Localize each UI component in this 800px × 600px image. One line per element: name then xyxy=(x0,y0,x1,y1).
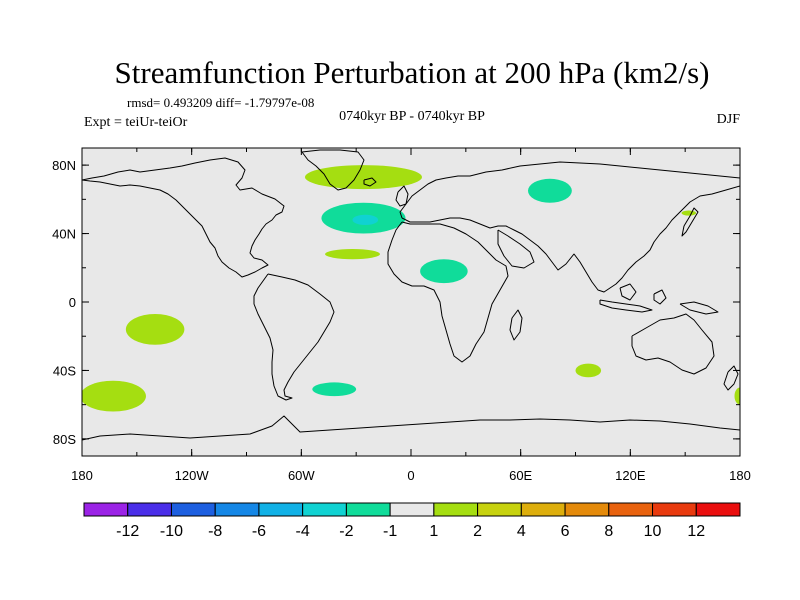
x-tick-label: 60W xyxy=(288,468,315,483)
x-tick-label: 60E xyxy=(509,468,532,483)
colorbar-label: 12 xyxy=(687,523,705,540)
anomaly-layer xyxy=(82,165,740,412)
subtitle-center: 0740kyr BP - 0740kyr BP xyxy=(339,109,485,124)
y-tick-label: 40S xyxy=(53,363,76,378)
x-tick-label: 120W xyxy=(175,468,210,483)
map-background xyxy=(82,148,740,456)
colorbar-label: -6 xyxy=(252,523,266,540)
x-tick-label: 180 xyxy=(729,468,751,483)
coast-indonesia xyxy=(599,283,667,313)
colorbar-label: -4 xyxy=(296,523,310,540)
anomaly-north-atlantic-greenland xyxy=(304,165,422,190)
colorbar-label: -8 xyxy=(208,523,222,540)
colorbar-label: -2 xyxy=(339,523,353,540)
y-axis: 80N 40N 0 40S 80S xyxy=(52,158,740,447)
x-tick-label: 120E xyxy=(615,468,646,483)
colorbar-label: 6 xyxy=(561,523,570,540)
colorbar-box xyxy=(389,502,435,517)
chart-title: Streamfunction Perturbation at 200 hPa (… xyxy=(115,55,710,90)
y-tick-label: 0 xyxy=(69,295,76,310)
coastlines xyxy=(82,149,740,441)
coast-uk xyxy=(395,185,409,207)
anomaly-subtropical-atlantic xyxy=(325,248,380,260)
coast-new-guinea xyxy=(679,301,719,315)
colorbar-label: 8 xyxy=(604,523,613,540)
subtitle-left: Expt = teiUr-teiOr xyxy=(84,115,188,130)
colorbar: -12 -10 -8 -6 -4 -2 -1 1 2 4 6 8 10 12 xyxy=(83,502,741,540)
colorbar-box xyxy=(520,502,566,517)
colorbar-box xyxy=(258,502,304,517)
colorbar-box xyxy=(652,502,697,517)
coast-madagascar xyxy=(509,309,523,341)
y-tick-label: 80N xyxy=(52,158,76,173)
anomaly-west-siberia xyxy=(527,178,572,203)
anomaly-north-atlantic-core xyxy=(352,214,379,225)
colorbar-box xyxy=(564,502,610,517)
anomaly-south-pacific-east-edge xyxy=(734,387,740,405)
y-tick-label: 80S xyxy=(53,432,76,447)
coast-iceland xyxy=(363,177,377,187)
colorbar-box xyxy=(345,502,391,517)
anomaly-south-pacific-dateline xyxy=(82,380,146,412)
colorbar-label: 2 xyxy=(473,523,482,540)
x-axis: 180 120W 60W 0 60E 120E 180 xyxy=(71,148,751,483)
anomaly-south-indian-ocean xyxy=(575,363,602,378)
coast-eurasia xyxy=(399,161,740,293)
x-tick-label: 0 xyxy=(407,468,414,483)
colorbar-label: -1 xyxy=(383,523,397,540)
coast-africa xyxy=(387,221,509,363)
colorbar-box xyxy=(302,502,347,517)
coast-north-america xyxy=(82,157,285,278)
coast-japan xyxy=(681,207,699,237)
coast-greenland xyxy=(301,149,365,191)
coast-south-america xyxy=(253,273,335,401)
anomaly-south-pacific-central xyxy=(125,313,185,345)
colorbar-label: 10 xyxy=(644,523,662,540)
colorbar-label: 4 xyxy=(517,523,526,540)
y-tick-label: 40N xyxy=(52,227,76,242)
subtitle-right: DJF xyxy=(717,112,741,127)
colorbar-label: -10 xyxy=(160,523,183,540)
colorbar-label: -12 xyxy=(116,523,139,540)
colorbar-box xyxy=(170,502,216,517)
colorbar-box xyxy=(695,502,741,517)
colorbar-box xyxy=(433,502,479,517)
coast-australia xyxy=(631,313,715,375)
colorbar-box xyxy=(477,502,522,517)
colorbar-box xyxy=(608,502,654,517)
anomaly-kamchatka xyxy=(681,210,697,216)
anomaly-south-atlantic xyxy=(312,382,357,397)
coast-new-zealand xyxy=(723,365,739,391)
colorbar-box xyxy=(83,502,129,517)
coast-antarctica xyxy=(82,415,740,441)
x-tick-label: 180 xyxy=(71,468,93,483)
anomaly-north-africa xyxy=(420,259,468,284)
coast-arabia xyxy=(497,229,535,269)
colorbar-box xyxy=(127,502,172,517)
stats-line: rmsd= 0.493209 diff= -1.79797e-08 xyxy=(127,95,314,110)
colorbar-box xyxy=(214,502,260,517)
colorbar-label: 1 xyxy=(429,523,438,540)
